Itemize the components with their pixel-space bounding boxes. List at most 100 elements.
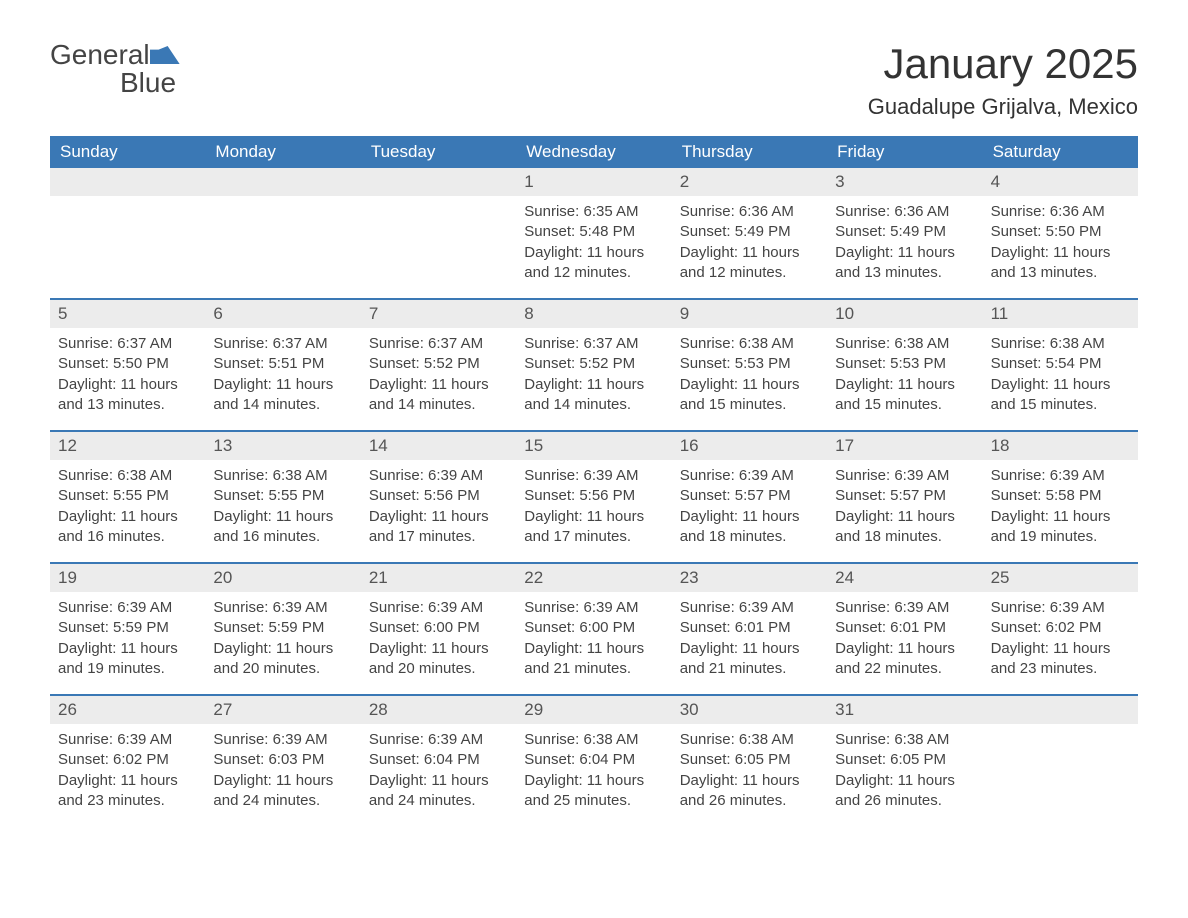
logo-word1: General	[50, 39, 150, 70]
day-body: Sunrise: 6:37 AMSunset: 5:51 PMDaylight:…	[205, 328, 360, 419]
calendar: Sunday Monday Tuesday Wednesday Thursday…	[50, 136, 1138, 826]
month-title: January 2025	[868, 40, 1138, 88]
day-cell: 17Sunrise: 6:39 AMSunset: 5:57 PMDayligh…	[827, 432, 982, 562]
day-cell	[983, 696, 1138, 826]
day-cell: 22Sunrise: 6:39 AMSunset: 6:00 PMDayligh…	[516, 564, 671, 694]
sunset-text: Sunset: 5:50 PM	[58, 354, 197, 374]
day-number: 24	[827, 564, 982, 592]
sunrise-text: Sunrise: 6:39 AM	[213, 730, 352, 750]
day-header-row: Sunday Monday Tuesday Wednesday Thursday…	[50, 136, 1138, 168]
sunrise-text: Sunrise: 6:39 AM	[213, 598, 352, 618]
day-body: Sunrise: 6:38 AMSunset: 5:55 PMDaylight:…	[50, 460, 205, 551]
day-number: 14	[361, 432, 516, 460]
sunset-text: Sunset: 6:05 PM	[835, 750, 974, 770]
day-number: 12	[50, 432, 205, 460]
daylight-text: Daylight: 11 hours and 19 minutes.	[58, 639, 197, 680]
day-cell: 25Sunrise: 6:39 AMSunset: 6:02 PMDayligh…	[983, 564, 1138, 694]
day-number: 2	[672, 168, 827, 196]
day-number: 31	[827, 696, 982, 724]
day-body: Sunrise: 6:36 AMSunset: 5:49 PMDaylight:…	[672, 196, 827, 287]
sunrise-text: Sunrise: 6:38 AM	[680, 334, 819, 354]
day-number: 15	[516, 432, 671, 460]
sunset-text: Sunset: 6:05 PM	[680, 750, 819, 770]
day-number: 29	[516, 696, 671, 724]
sunset-text: Sunset: 6:00 PM	[369, 618, 508, 638]
daylight-text: Daylight: 11 hours and 15 minutes.	[680, 375, 819, 416]
day-body: Sunrise: 6:39 AMSunset: 6:00 PMDaylight:…	[361, 592, 516, 683]
sunset-text: Sunset: 5:48 PM	[524, 222, 663, 242]
daylight-text: Daylight: 11 hours and 17 minutes.	[524, 507, 663, 548]
sunset-text: Sunset: 5:57 PM	[680, 486, 819, 506]
daylight-text: Daylight: 11 hours and 18 minutes.	[680, 507, 819, 548]
sunset-text: Sunset: 6:04 PM	[369, 750, 508, 770]
day-number: 16	[672, 432, 827, 460]
day-body: Sunrise: 6:39 AMSunset: 6:01 PMDaylight:…	[672, 592, 827, 683]
daylight-text: Daylight: 11 hours and 24 minutes.	[369, 771, 508, 812]
day-number: 11	[983, 300, 1138, 328]
day-body: Sunrise: 6:39 AMSunset: 5:59 PMDaylight:…	[205, 592, 360, 683]
day-header-cell: Sunday	[50, 136, 205, 168]
sunrise-text: Sunrise: 6:37 AM	[369, 334, 508, 354]
sunrise-text: Sunrise: 6:38 AM	[991, 334, 1130, 354]
sunrise-text: Sunrise: 6:38 AM	[58, 466, 197, 486]
day-cell: 26Sunrise: 6:39 AMSunset: 6:02 PMDayligh…	[50, 696, 205, 826]
daylight-text: Daylight: 11 hours and 18 minutes.	[835, 507, 974, 548]
week-row: 12Sunrise: 6:38 AMSunset: 5:55 PMDayligh…	[50, 430, 1138, 562]
sunrise-text: Sunrise: 6:38 AM	[213, 466, 352, 486]
day-cell: 5Sunrise: 6:37 AMSunset: 5:50 PMDaylight…	[50, 300, 205, 430]
day-body: Sunrise: 6:38 AMSunset: 5:53 PMDaylight:…	[672, 328, 827, 419]
day-header-cell: Friday	[827, 136, 982, 168]
day-number: 17	[827, 432, 982, 460]
daylight-text: Daylight: 11 hours and 20 minutes.	[213, 639, 352, 680]
daylight-text: Daylight: 11 hours and 16 minutes.	[58, 507, 197, 548]
week-row: 19Sunrise: 6:39 AMSunset: 5:59 PMDayligh…	[50, 562, 1138, 694]
day-body: Sunrise: 6:37 AMSunset: 5:52 PMDaylight:…	[516, 328, 671, 419]
day-cell	[205, 168, 360, 298]
sunrise-text: Sunrise: 6:38 AM	[680, 730, 819, 750]
daylight-text: Daylight: 11 hours and 23 minutes.	[58, 771, 197, 812]
daylight-text: Daylight: 11 hours and 15 minutes.	[991, 375, 1130, 416]
daylight-text: Daylight: 11 hours and 21 minutes.	[680, 639, 819, 680]
sunrise-text: Sunrise: 6:38 AM	[835, 730, 974, 750]
sunset-text: Sunset: 5:58 PM	[991, 486, 1130, 506]
day-body: Sunrise: 6:39 AMSunset: 6:01 PMDaylight:…	[827, 592, 982, 683]
sunset-text: Sunset: 5:56 PM	[369, 486, 508, 506]
sunrise-text: Sunrise: 6:39 AM	[369, 466, 508, 486]
day-cell	[50, 168, 205, 298]
day-cell: 21Sunrise: 6:39 AMSunset: 6:00 PMDayligh…	[361, 564, 516, 694]
sunrise-text: Sunrise: 6:36 AM	[835, 202, 974, 222]
day-body: Sunrise: 6:39 AMSunset: 5:58 PMDaylight:…	[983, 460, 1138, 551]
day-cell: 14Sunrise: 6:39 AMSunset: 5:56 PMDayligh…	[361, 432, 516, 562]
day-number: 21	[361, 564, 516, 592]
day-cell: 28Sunrise: 6:39 AMSunset: 6:04 PMDayligh…	[361, 696, 516, 826]
sunrise-text: Sunrise: 6:37 AM	[58, 334, 197, 354]
sunset-text: Sunset: 5:53 PM	[835, 354, 974, 374]
day-cell: 9Sunrise: 6:38 AMSunset: 5:53 PMDaylight…	[672, 300, 827, 430]
daylight-text: Daylight: 11 hours and 14 minutes.	[213, 375, 352, 416]
day-number: 4	[983, 168, 1138, 196]
day-number: 26	[50, 696, 205, 724]
day-number: 27	[205, 696, 360, 724]
sunrise-text: Sunrise: 6:39 AM	[991, 466, 1130, 486]
day-body: Sunrise: 6:39 AMSunset: 5:59 PMDaylight:…	[50, 592, 205, 683]
sunset-text: Sunset: 6:02 PM	[58, 750, 197, 770]
day-cell: 12Sunrise: 6:38 AMSunset: 5:55 PMDayligh…	[50, 432, 205, 562]
logo-word2: Blue	[120, 67, 176, 98]
day-header-cell: Thursday	[672, 136, 827, 168]
day-header-cell: Wednesday	[516, 136, 671, 168]
sunset-text: Sunset: 5:55 PM	[213, 486, 352, 506]
day-number	[361, 168, 516, 196]
day-number: 22	[516, 564, 671, 592]
day-body: Sunrise: 6:39 AMSunset: 6:02 PMDaylight:…	[50, 724, 205, 815]
sunset-text: Sunset: 5:55 PM	[58, 486, 197, 506]
daylight-text: Daylight: 11 hours and 22 minutes.	[835, 639, 974, 680]
day-number: 3	[827, 168, 982, 196]
daylight-text: Daylight: 11 hours and 19 minutes.	[991, 507, 1130, 548]
day-body: Sunrise: 6:39 AMSunset: 6:03 PMDaylight:…	[205, 724, 360, 815]
day-header-cell: Monday	[205, 136, 360, 168]
day-number: 5	[50, 300, 205, 328]
sunrise-text: Sunrise: 6:39 AM	[680, 466, 819, 486]
day-cell: 19Sunrise: 6:39 AMSunset: 5:59 PMDayligh…	[50, 564, 205, 694]
sunrise-text: Sunrise: 6:35 AM	[524, 202, 663, 222]
sunset-text: Sunset: 5:54 PM	[991, 354, 1130, 374]
